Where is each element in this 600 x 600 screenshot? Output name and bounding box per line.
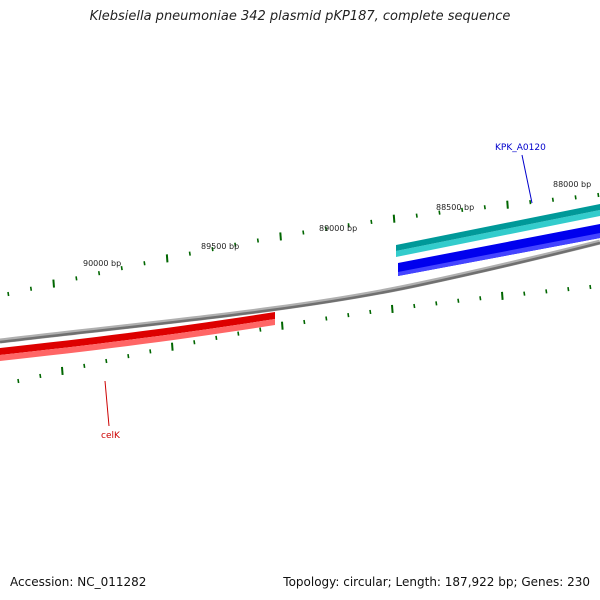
outer-tick-0 [7,291,10,297]
inner-tick-24 [545,289,548,294]
outer-tick-18 [415,213,418,218]
topology-info-text: Topology: circular; Length: 187,922 bp; … [283,575,590,589]
inner-tick-26 [589,284,592,290]
kpk-a0120-callout-line [521,154,533,204]
inner-tick-25 [567,287,570,292]
outer-tick-22 [506,200,509,209]
inner-tick-3 [83,363,86,369]
outer-tick-8 [188,251,191,256]
inner-tick-8 [193,340,196,345]
outer-tick-7 [165,254,169,263]
inner-tick-13 [303,319,306,325]
outer-tick-17 [392,214,396,223]
outer-tick-23 [529,200,532,205]
accession-text: Accession: NC_011282 [10,575,147,589]
tick-label-90000: 90000 bp [83,259,121,268]
outer-tick-21 [483,205,486,210]
tick-label-88500: 88500 bp [436,203,474,212]
outer-tick-6 [143,261,146,266]
gene-celk-arrow-dark [0,312,275,355]
inner-tick-1 [39,373,42,379]
outer-tick-25 [574,195,577,200]
outer-tick-20 [461,207,464,213]
backbone-arc-shade [0,241,600,344]
inner-tick-5 [127,353,130,359]
outer-tick-11 [256,238,260,243]
backbone-arc [0,239,600,344]
inner-tick-10 [237,331,240,336]
outer-tick-10 [234,242,237,247]
inner-tick-2 [61,366,64,375]
inner-tick-4 [105,358,108,364]
tick-label-88000: 88000 bp [553,180,591,189]
inner-tick-15 [347,312,350,318]
inner-tick-9 [215,335,218,340]
inner-tick-22 [501,291,504,300]
gene-kpk-a0120-arrow-light [396,210,600,257]
gene-kpk-a0120-arrow-dark [396,204,600,251]
outer-tick-12 [279,232,282,241]
tick-label-89500: 89500 bp [201,242,239,251]
map-title: Klebsiella pneumoniae 342 plasmid pKP187… [89,9,511,24]
inner-tick-19 [435,301,438,306]
inner-tick-7 [171,342,174,351]
inner-tick-18 [413,303,416,309]
outer-tick-marks [7,192,600,297]
outer-tick-2 [52,279,55,288]
inner-tick-16 [369,309,372,315]
inner-tick-12 [281,321,284,330]
outer-tick-13 [302,230,305,235]
inner-tick-0 [17,378,20,384]
tick-label-89000: 89000 bp [319,224,357,233]
inner-tick-21 [479,296,482,301]
outer-tick-24 [551,197,555,202]
outer-tick-14 [324,226,328,231]
gene-celk-arrow-light [0,319,275,361]
inner-tick-23 [523,291,526,296]
gene-label-kpk-a0120: KPK_A0120 [495,143,546,153]
outer-tick-9 [211,246,214,252]
gene-label-celk: celK [101,431,121,441]
outer-tick-3 [75,276,78,281]
inner-tick-20 [457,298,460,303]
outer-tick-19 [438,210,441,215]
outer-tick-15 [347,223,350,228]
outer-tick-26 [597,192,600,198]
inner-tick-marks [17,284,592,384]
inner-tick-11 [259,327,262,332]
outer-tick-1 [29,286,33,291]
outer-tick-5 [120,266,123,271]
cds-kpk-a0120-shade [398,233,600,276]
inner-tick-14 [325,316,328,321]
outer-tick-4 [97,271,101,276]
inner-tick-17 [391,304,394,313]
outer-tick-16 [370,219,373,224]
celk-callout-line [104,380,110,427]
inner-tick-6 [149,349,152,354]
